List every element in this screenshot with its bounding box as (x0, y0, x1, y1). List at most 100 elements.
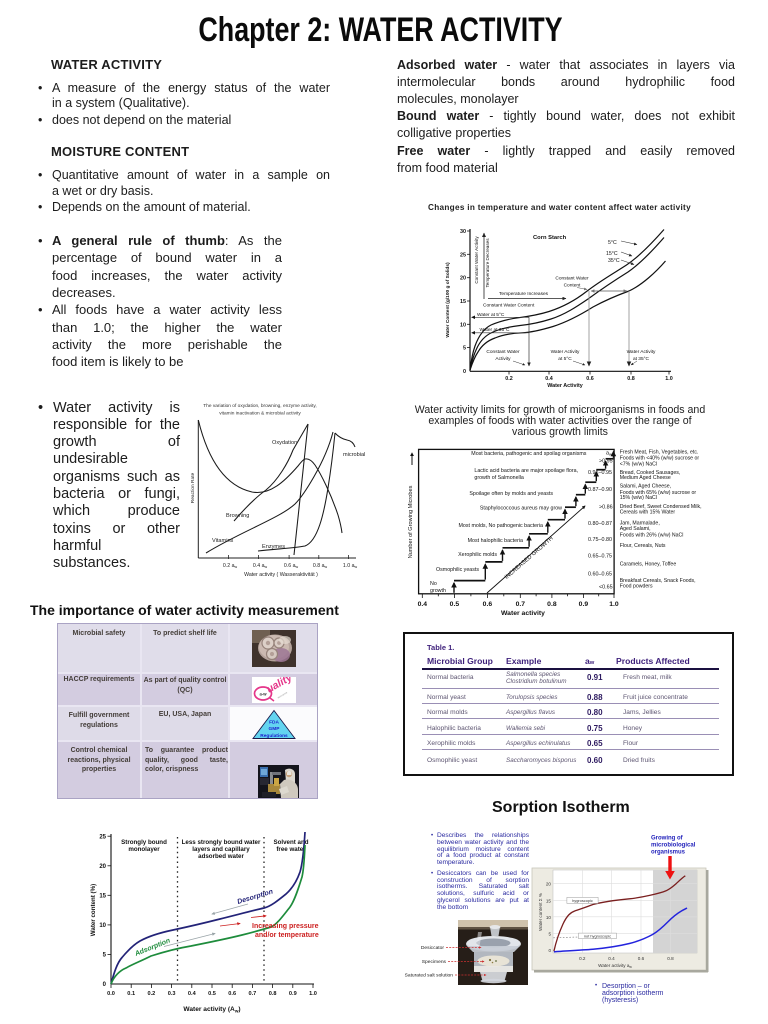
svg-text:<7% (w/w) NaCl: <7% (w/w) NaCl (620, 462, 657, 468)
svg-text:microbial: microbial (343, 452, 365, 458)
svg-text:0.2: 0.2 (579, 956, 586, 961)
svg-text:Food powders: Food powders (620, 584, 653, 590)
svg-text:Browning: Browning (226, 513, 249, 519)
svg-text:Temperature Decreases: Temperature Decreases (485, 238, 490, 288)
svg-text:adsorbed water: adsorbed water (198, 853, 244, 860)
svg-text:Foods with 65% (w/w) sucrose o: Foods with 65% (w/w) sucrose or (620, 490, 697, 496)
svg-text:30: 30 (460, 229, 466, 235)
svg-text:Constant Water: Constant Water (555, 276, 589, 282)
svg-text:layers and capillary: layers and capillary (192, 846, 250, 853)
svg-text:0.5: 0.5 (208, 991, 216, 997)
svg-text:Oxydation: Oxydation (272, 440, 297, 446)
svg-text:Most halophilic bacteria: Most halophilic bacteria (468, 538, 523, 544)
svg-text:Temperature Increases: Temperature Increases (499, 291, 549, 297)
svg-text:5: 5 (103, 953, 107, 959)
svg-text:hygroscopic: hygroscopic (572, 898, 593, 903)
svg-text:0.2: 0.2 (148, 991, 156, 997)
svg-text:0.8: 0.8 (627, 376, 635, 382)
svg-text:growth of Salmonella: growth of Salmonella (474, 475, 524, 481)
svg-text:0.6: 0.6 (638, 956, 645, 961)
svg-text:0.7: 0.7 (249, 991, 257, 997)
svg-text:0.5: 0.5 (450, 601, 460, 608)
svg-text:0.4: 0.4 (545, 376, 553, 382)
svg-text:5: 5 (463, 346, 466, 352)
svg-text:25: 25 (460, 252, 466, 258)
svg-text:assurance: assurance (277, 691, 289, 699)
svg-text:FDA: FDA (269, 720, 279, 726)
svg-text:10: 10 (460, 322, 466, 328)
svg-text:Jam, Marmalade,: Jam, Marmalade, (620, 520, 660, 526)
svg-text:Water content (%): Water content (%) (90, 884, 97, 936)
svg-text:5: 5 (548, 931, 551, 936)
svg-text:Foods with <40% (w/w) sucrose: Foods with <40% (w/w) sucrose or (620, 456, 700, 462)
svg-text:Water Content (g/100 g of Soli: Water Content (g/100 g of Solids) (445, 262, 451, 338)
svg-text:Water activity: Water activity (501, 610, 545, 617)
svg-text:0.4 aw: 0.4 aw (253, 563, 268, 569)
svg-text:a-w: a-w (260, 692, 268, 697)
svg-text:15: 15 (546, 898, 552, 903)
svg-text:0.6: 0.6 (483, 601, 493, 608)
svg-text:0.87–0.90: 0.87–0.90 (588, 487, 612, 493)
svg-text:Desiccator: Desiccator (421, 945, 444, 951)
svg-text:not hygroscopic: not hygroscopic (584, 933, 611, 938)
svg-text:0.80–0.87: 0.80–0.87 (588, 521, 612, 527)
svg-text:0.8: 0.8 (269, 991, 277, 997)
svg-text:15% (w/w) NaCl: 15% (w/w) NaCl (620, 495, 657, 501)
svg-text:Content: Content (564, 283, 581, 289)
svg-text:Water Activity: Water Activity (551, 349, 580, 355)
svg-text:Water activity (Aw): Water activity (Aw) (183, 1006, 240, 1014)
svg-text:15°C: 15°C (606, 251, 618, 257)
svg-text:1.0 aw: 1.0 aw (343, 563, 358, 569)
svg-text:at 35°C: at 35°C (633, 356, 650, 362)
svg-text:Constant Water: Constant Water (486, 349, 520, 355)
svg-text:0.4: 0.4 (418, 601, 428, 608)
svg-text:Water at 35°C: Water at 35°C (480, 327, 511, 333)
svg-text:Water at 5°C: Water at 5°C (477, 312, 505, 318)
svg-text:0.91–0.95: 0.91–0.95 (588, 470, 612, 476)
svg-text:Dried Beef, Sweet Condensed Mi: Dried Beef, Sweet Condensed Milk, (620, 504, 702, 510)
svg-text:<0.65: <0.65 (599, 585, 613, 591)
svg-text:Caramels, Honey, Toffee: Caramels, Honey, Toffee (620, 562, 677, 568)
svg-text:Most bacteria, pathogenic and: Most bacteria, pathogenic and spoilag or… (471, 451, 586, 457)
svg-text:Corn Starch: Corn Starch (533, 235, 567, 241)
svg-text:0.6: 0.6 (586, 376, 594, 382)
svg-text:0.6 aw: 0.6 aw (284, 563, 299, 569)
svg-text:Osmophilic yeasts: Osmophilic yeasts (436, 567, 479, 573)
svg-text:10: 10 (546, 915, 552, 920)
svg-text:1.0: 1.0 (309, 991, 317, 997)
svg-text:Water activity ( Wasseraktivit: Water activity ( Wasseraktivität ) (244, 572, 318, 578)
svg-text:0.3: 0.3 (168, 991, 176, 997)
svg-text:5°C: 5°C (608, 240, 617, 246)
svg-text:0.2 aw: 0.2 aw (223, 563, 238, 569)
svg-text:Solvent and: Solvent and (273, 839, 308, 846)
svg-text:0.2: 0.2 (505, 376, 513, 382)
svg-text:1.0: 1.0 (665, 376, 673, 382)
svg-text:0.4: 0.4 (188, 991, 197, 997)
svg-text:Constant Water Activity: Constant Water Activity (474, 236, 479, 284)
svg-text:0.8: 0.8 (547, 601, 557, 608)
svg-text:Water content Σ %: Water content Σ % (538, 893, 543, 931)
svg-text:Strongly bound: Strongly bound (121, 839, 167, 846)
svg-text:free water: free water (276, 846, 306, 853)
svg-text:20: 20 (460, 276, 466, 282)
svg-text:Fresh Meat, Fish, Vegetables,: Fresh Meat, Fish, Vegetables, etc. (620, 450, 699, 456)
svg-text:Staphylococcous aureus may gro: Staphylococcous aureus may grow (480, 506, 562, 512)
svg-text:15: 15 (460, 299, 466, 305)
svg-text:Lactic acid bacteria are major: Lactic acid bacteria are major spoilage … (474, 468, 578, 474)
svg-text:0.4: 0.4 (608, 956, 615, 961)
svg-text:No: No (430, 581, 437, 587)
svg-text:0: 0 (103, 982, 107, 988)
svg-text:15: 15 (99, 894, 106, 900)
svg-text:Less strongly bound water: Less strongly bound water (182, 839, 261, 846)
svg-text:monolayer: monolayer (128, 846, 160, 853)
svg-text:0.6: 0.6 (228, 991, 236, 997)
svg-text:Saturated salt solution: Saturated salt solution (405, 973, 454, 979)
svg-text:Specimens: Specimens (422, 959, 447, 965)
svg-text:Enzymes: Enzymes (262, 544, 285, 550)
svg-text:Aged Salami,: Aged Salami, (620, 526, 651, 532)
svg-text:and/or temperature: and/or temperature (255, 932, 319, 939)
svg-text:0.60–0.65: 0.60–0.65 (588, 572, 612, 578)
svg-text:0: 0 (548, 948, 551, 953)
svg-text:Desorption: Desorption (237, 888, 274, 905)
svg-text:10: 10 (99, 923, 106, 929)
